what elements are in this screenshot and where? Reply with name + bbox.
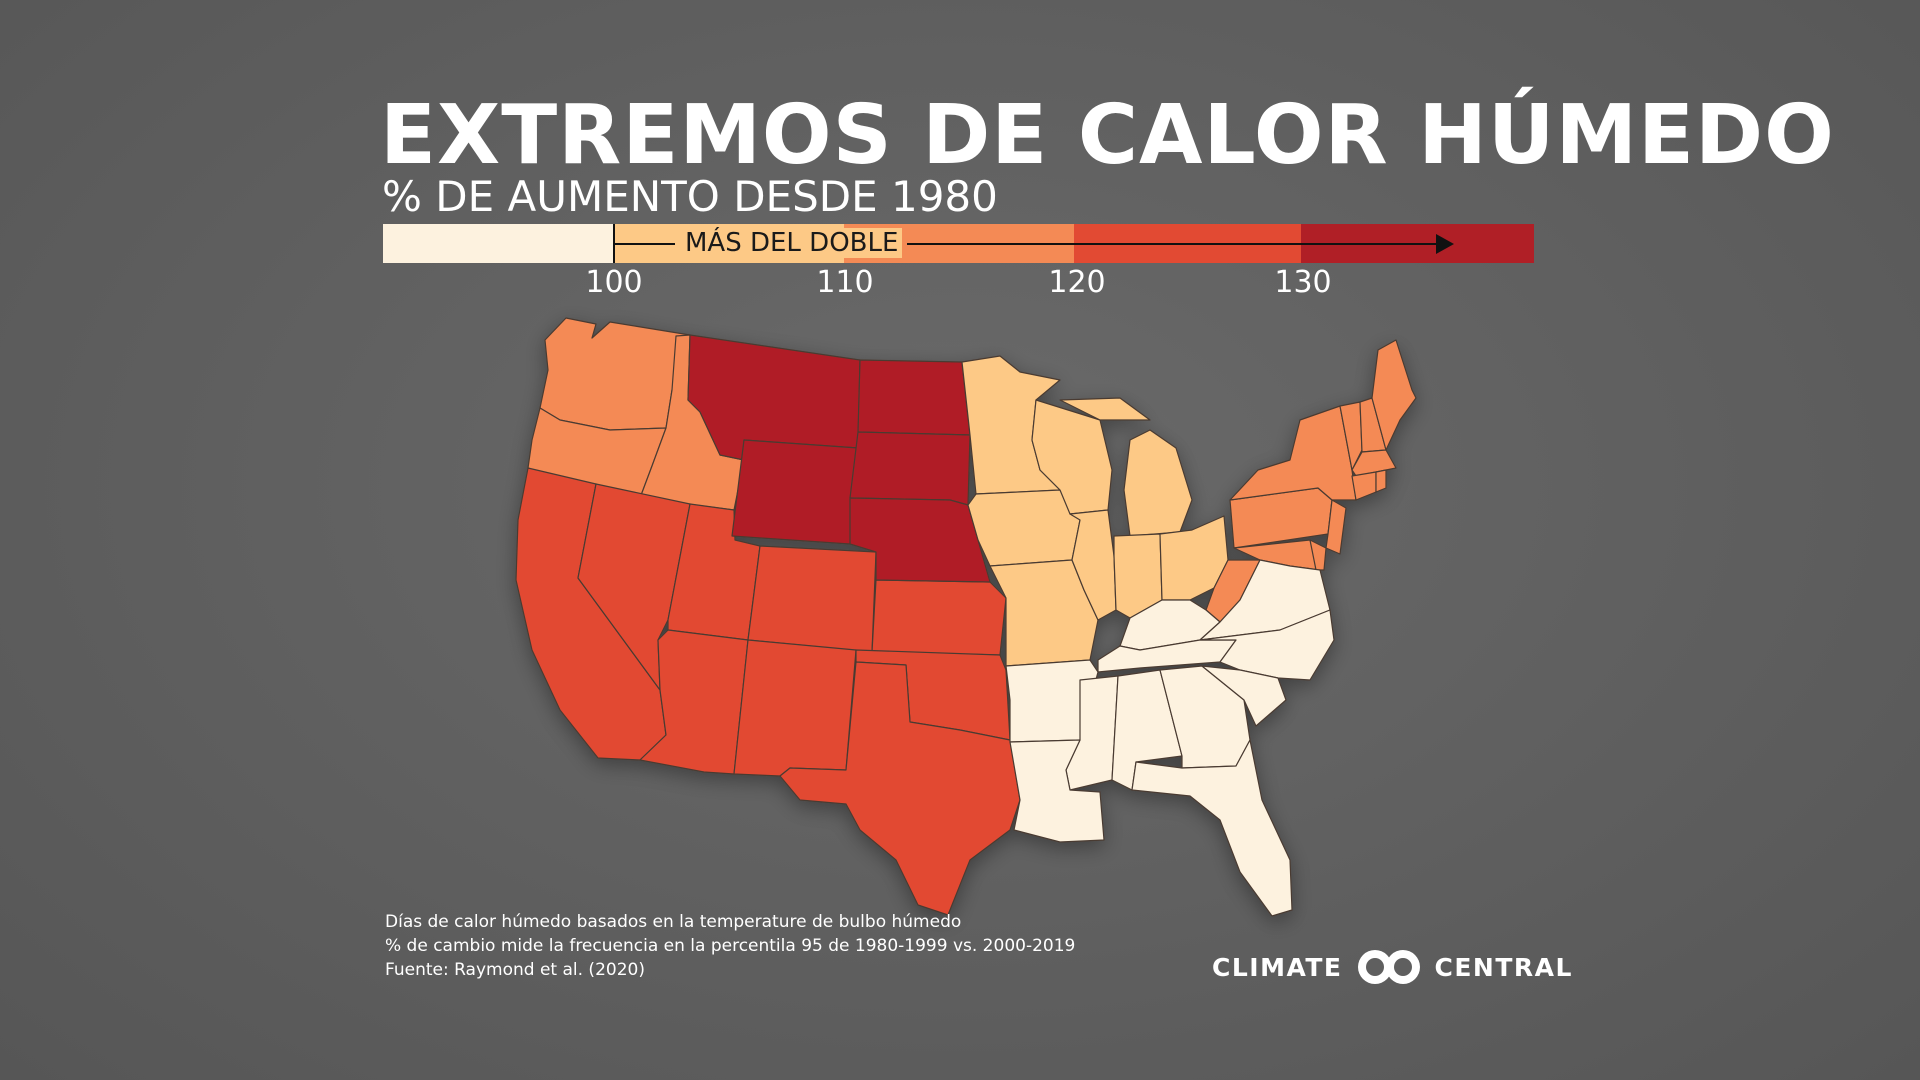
map-subtitle: % DE AUMENTO DESDE 1980 bbox=[382, 172, 998, 221]
state-florida bbox=[1131, 739, 1293, 917]
state-nebraska bbox=[849, 497, 991, 583]
state-maine bbox=[1371, 339, 1417, 451]
state-louisiana bbox=[1009, 739, 1105, 843]
state-kansas bbox=[871, 579, 1007, 656]
climate-central-logo: CLIMATE CENTRAL bbox=[1212, 947, 1573, 987]
state-michigan bbox=[1059, 397, 1193, 537]
state-north-carolina bbox=[1199, 609, 1335, 681]
state-rhode-island bbox=[1375, 469, 1387, 493]
state-new-jersey bbox=[1325, 499, 1347, 555]
color-legend: MÁS DEL DOBLE bbox=[383, 224, 1534, 263]
state-south-dakota bbox=[849, 431, 971, 506]
legend-tick-label: 120 bbox=[1048, 265, 1106, 300]
legend-threshold-marker bbox=[613, 224, 615, 263]
state-illinois bbox=[1069, 509, 1117, 621]
state-texas bbox=[779, 661, 1021, 916]
state-montana bbox=[687, 334, 861, 461]
state-new-york bbox=[1229, 405, 1357, 501]
state-north-dakota bbox=[857, 359, 971, 436]
state-colorado bbox=[747, 545, 877, 653]
legend-tick-label: 110 bbox=[816, 265, 874, 300]
note-line: Días de calor húmedo basados en la tempe… bbox=[385, 912, 962, 932]
legend-tick-label: 130 bbox=[1274, 265, 1332, 300]
brand-text-right: CENTRAL bbox=[1434, 952, 1573, 982]
state-new-mexico bbox=[733, 639, 857, 777]
legend-arrow-line bbox=[615, 243, 675, 245]
state-delaware bbox=[1309, 539, 1327, 571]
legend-swatch-0 bbox=[383, 224, 615, 263]
legend-label: MÁS DEL DOBLE bbox=[681, 228, 903, 258]
note-line: Fuente: Raymond et al. (2020) bbox=[385, 960, 645, 980]
state-washington bbox=[539, 317, 691, 431]
state-south-carolina bbox=[1201, 665, 1287, 727]
legend-arrow-line bbox=[907, 243, 1447, 245]
state-iowa bbox=[967, 489, 1081, 567]
state-connecticut bbox=[1351, 471, 1377, 501]
state-wyoming bbox=[731, 439, 859, 545]
brand-text-left: CLIMATE bbox=[1212, 952, 1343, 982]
chart-notes: Días de calor húmedo basados en la tempe… bbox=[385, 910, 1075, 982]
map-title: EXTREMOS DE CALOR HÚMEDO bbox=[380, 88, 1835, 183]
legend-tick-label: 100 bbox=[585, 265, 643, 300]
double-circle-icon bbox=[1357, 950, 1420, 984]
note-line: % de cambio mide la frecuencia en la per… bbox=[385, 936, 1076, 956]
arrow-right-icon bbox=[1436, 234, 1454, 254]
